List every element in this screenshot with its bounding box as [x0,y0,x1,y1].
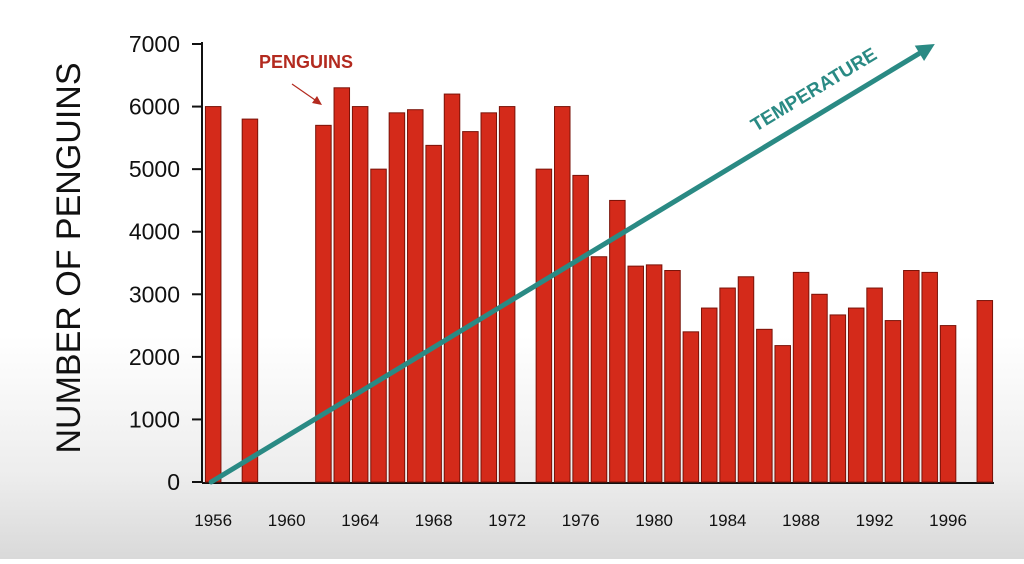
x-tick-label-1972: 1972 [488,511,526,530]
bar-1968 [425,144,442,483]
bar-1993 [884,320,902,483]
bar-1984 [719,287,736,483]
y-tick-label-3000: 3000 [129,281,180,307]
bar-1962 [315,124,332,483]
y-axis-title: NUMBER OF PENGUINS [50,62,88,453]
y-tick-label-5000: 5000 [129,156,180,182]
x-tick-label-1984: 1984 [709,511,747,530]
x-tick-label-1976: 1976 [562,511,600,530]
penguins-pointer-arrowhead [312,96,322,105]
x-tick-label-1964: 1964 [341,511,379,530]
bar-1987 [774,345,791,483]
bar-1985 [737,276,755,483]
bar-1974 [535,168,553,483]
bars [204,87,994,483]
bar-1963 [333,87,351,483]
x-tick-label-1980: 1980 [635,511,673,530]
x-tick-label-1960: 1960 [268,511,306,530]
bar-1982 [682,331,700,483]
bar-1965 [370,168,387,483]
bar-1956 [204,106,222,483]
x-tick-label-1956: 1956 [194,511,232,530]
y-tick-label-1000: 1000 [129,406,180,432]
bar-1990 [829,314,847,483]
bar-1981 [664,270,681,483]
temperature-trend [208,44,935,485]
bar-1964 [351,106,369,483]
bar-1966 [388,112,406,483]
bar-1980 [645,264,663,483]
x-tick-label-1968: 1968 [415,511,453,530]
bar-1969 [443,93,461,483]
y-tick-label-2000: 2000 [129,344,180,370]
bar-1979 [627,265,644,483]
axes: 0 1000 2000 3000 4000 5000 6000 7000 1956 1960 196… [129,31,994,530]
penguins-pointer-line [291,83,319,103]
bar-1983 [700,307,718,483]
bar-1986 [756,328,773,483]
bar-1975 [554,106,571,483]
bar-1967 [407,109,424,483]
y-tick-label-6000: 6000 [129,94,180,120]
bar-1958 [241,118,259,483]
bar-1988 [792,271,810,483]
x-tick-label-1988: 1988 [782,511,820,530]
bar-1989 [811,293,828,483]
temperature-arrowhead [914,44,935,62]
bar-1976 [572,174,589,483]
bar-1994 [903,270,920,483]
y-tick-label-4000: 4000 [129,219,180,245]
bar-1970 [462,131,479,483]
y-tick-label-7000: 7000 [129,31,180,57]
x-tick-label-1992: 1992 [856,511,894,530]
bar-1998 [976,300,994,483]
temperature-trend-line [208,48,925,485]
bar-1971 [480,112,498,483]
bar-1992 [866,287,883,483]
bar-1977 [590,256,608,483]
bar-1996 [939,325,957,483]
bar-1995 [921,271,938,483]
y-tick-label-0: 0 [167,469,180,495]
bar-1991 [847,307,865,483]
bar-1978 [609,199,626,483]
penguins-label: PENGUINS [259,52,353,72]
bar-1972 [498,106,516,483]
x-tick-label-1996: 1996 [929,511,967,530]
